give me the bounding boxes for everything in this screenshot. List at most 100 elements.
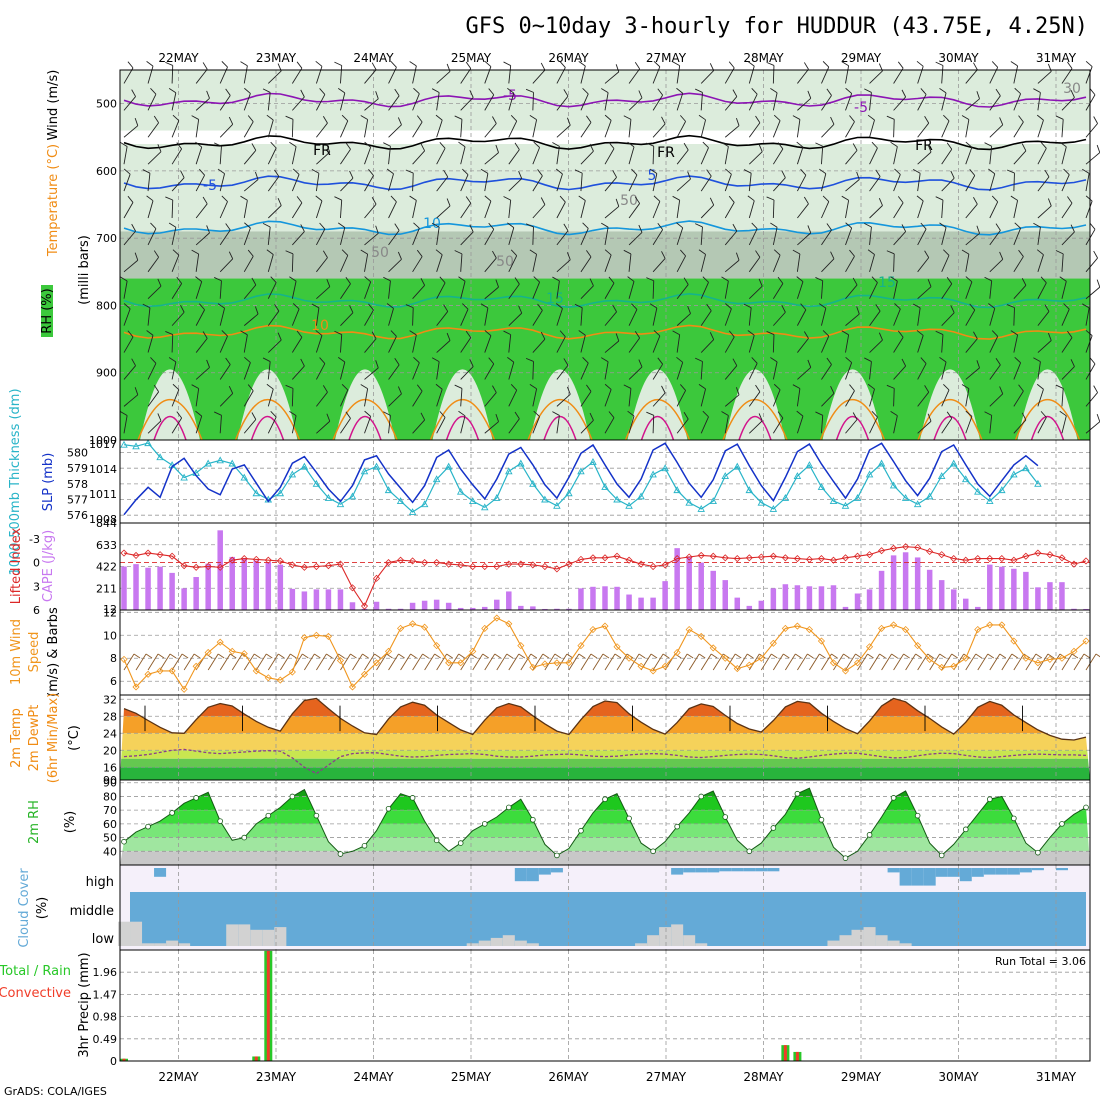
- surface-wind-barb-flag: [951, 653, 958, 659]
- surface-wind-barb-flag: [819, 653, 826, 659]
- upper-wind-barb: [628, 281, 635, 299]
- upper-wind-barb: [123, 365, 136, 380]
- cape-bar: [530, 606, 536, 610]
- surface-wind-barb-flag: [735, 653, 742, 659]
- upper-wind-barb-flag: [409, 61, 417, 67]
- wind-speed-marker: [120, 655, 128, 663]
- surface-wind-barb-flag: [494, 653, 501, 659]
- upper-wind-barb: [869, 147, 878, 165]
- upper-wind-barb: [508, 65, 512, 84]
- upper-wind-barb-flag: [510, 114, 518, 122]
- upper-wind-barb-flag: [732, 358, 738, 366]
- upper-wind-barb: [580, 173, 583, 192]
- thickness-marker: [240, 473, 249, 481]
- upper-wind-barb: [436, 92, 440, 111]
- upper-wind-barb-flag: [807, 225, 812, 234]
- upper-wind-barb-flag: [1085, 330, 1093, 336]
- thickness-marker: [493, 494, 501, 501]
- upper-wind-barb-flag: [920, 88, 927, 95]
- wind-speed-marker: [721, 654, 729, 662]
- upper-wind-barb: [1085, 307, 1090, 326]
- upper-wind-barb-flag: [120, 141, 128, 147]
- wind-speed-marker: [805, 625, 813, 634]
- upper-wind-barb-flag: [244, 356, 251, 363]
- upper-wind-barb-flag: [176, 276, 182, 284]
- thickness-marker: [901, 494, 910, 501]
- upper-wind-barb-flag: [878, 332, 883, 341]
- thickness-marker: [216, 456, 224, 464]
- upper-wind-barb: [388, 280, 391, 299]
- upper-wind-barb: [267, 205, 282, 219]
- upper-wind-barb-flag: [751, 222, 758, 230]
- upper-wind-barb: [917, 286, 932, 300]
- date-label-top: 23MAY: [256, 51, 297, 65]
- upper-wind-barb: [267, 361, 271, 380]
- upper-wind-barb-flag: [627, 141, 635, 148]
- upper-wind-barb: [797, 338, 809, 353]
- upper-wind-barb: [412, 256, 423, 273]
- upper-wind-barb: [965, 98, 980, 111]
- upper-wind-barb: [292, 231, 305, 246]
- thickness-marker: [1010, 470, 1018, 478]
- surface-wind-barb: [219, 653, 231, 671]
- upper-wind-barb-flag: [1059, 141, 1067, 148]
- wind-speed-marker: [1046, 655, 1054, 663]
- upper-wind-barb: [291, 253, 294, 272]
- upper-wind-barb: [1085, 421, 1100, 434]
- upper-wind-barb: [508, 200, 512, 219]
- upper-wind-barb-flag: [589, 278, 594, 286]
- wind-tick: 8: [110, 652, 117, 665]
- lifted-index-marker: [144, 549, 152, 557]
- wind-speed-marker: [336, 656, 345, 665]
- upper-wind-barb: [989, 124, 1004, 138]
- upper-wind-barb-flag: [615, 198, 620, 207]
- upper-wind-barb: [243, 150, 257, 165]
- upper-wind-barb-flag: [777, 142, 784, 150]
- upper-wind-barb: [845, 65, 850, 84]
- upper-wind-barb: [604, 361, 609, 380]
- wind-speed-marker: [998, 621, 1006, 629]
- upper-wind-barb: [532, 204, 546, 219]
- upper-wind-barb: [1085, 152, 1100, 165]
- rh-marker: [698, 793, 704, 800]
- upper-wind-barb-flag: [706, 169, 712, 177]
- precip-tick: 0: [110, 1055, 117, 1068]
- upper-wind-barb-flag: [180, 170, 185, 178]
- lifted-index-marker: [950, 555, 958, 563]
- upper-wind-barb-flag: [413, 222, 420, 229]
- upper-wind-barb-flag: [240, 195, 248, 201]
- upper-wind-barb-flag: [1021, 278, 1027, 286]
- lifted-tick: 0: [33, 557, 40, 570]
- upper-wind-barb-flag: [612, 170, 617, 178]
- upper-wind-barb-flag: [803, 62, 809, 70]
- upper-wind-barb-flag: [852, 143, 858, 151]
- upper-wind-barb: [869, 119, 875, 138]
- upper-wind-barb: [171, 254, 180, 272]
- dry-tongue: [725, 369, 785, 440]
- high-cloud-bar: [899, 868, 912, 886]
- cape-axis-label: CAPE (J/kg): [41, 530, 56, 602]
- upper-wind-barb-flag: [897, 196, 904, 204]
- high-cloud-bar: [154, 868, 167, 877]
- wind-speed-marker: [841, 667, 850, 675]
- upper-wind-barb-flag: [943, 249, 950, 256]
- cape-bar: [638, 597, 644, 610]
- thickness-marker: [877, 459, 886, 467]
- upper-wind-barb-flag: [735, 387, 740, 395]
- wind-speed-marker: [445, 659, 453, 667]
- low-cloud-bar: [683, 935, 696, 946]
- upper-wind-barb: [965, 254, 970, 272]
- upper-wind-barb: [1061, 202, 1073, 219]
- cape-bar: [494, 599, 500, 610]
- surface-wind-barb: [712, 653, 724, 671]
- upper-wind-barb-flag: [390, 195, 397, 203]
- upper-wind-barb: [556, 146, 560, 165]
- upper-wind-barb: [1037, 282, 1047, 299]
- upper-wind-barb-flag: [405, 304, 414, 309]
- high-cloud-bar: [995, 868, 1008, 875]
- upper-wind-barb-flag: [901, 89, 907, 98]
- upper-wind-barb-flag: [578, 61, 586, 67]
- upper-wind-barb-flag: [221, 61, 228, 68]
